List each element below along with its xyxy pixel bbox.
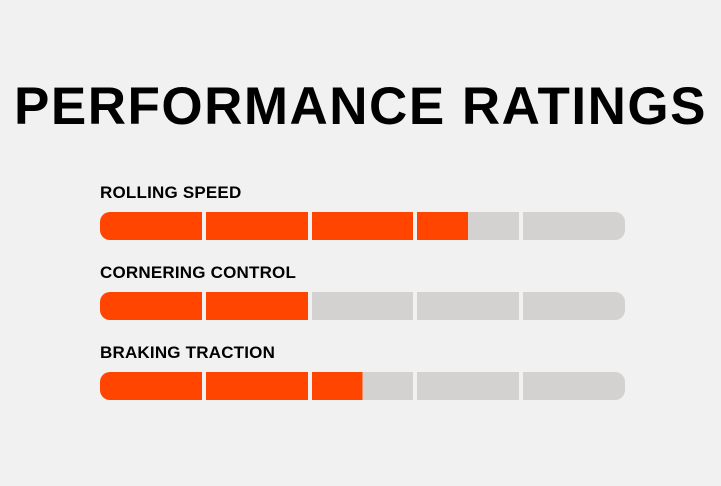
rating-bar	[100, 372, 625, 400]
rating-bar-segment	[100, 372, 202, 400]
rating-bar-segment	[205, 212, 308, 240]
page-title: PERFORMANCE RATINGS	[14, 77, 707, 136]
rating-bar-segment	[311, 372, 414, 400]
rating-bar-segment	[523, 372, 625, 400]
ratings-list: ROLLING SPEED CORNERING CONTROL BRAKING …	[100, 183, 625, 423]
rating-label: ROLLING SPEED	[100, 183, 242, 202]
rating-bar-segment	[311, 212, 414, 240]
rating-label: BRAKING TRACTION	[100, 343, 276, 362]
rating-bar-segment	[100, 292, 202, 320]
rating-bar	[100, 292, 625, 320]
rating-bar-segment	[205, 372, 308, 400]
rating-bar-segment	[100, 212, 202, 240]
rating-bar-segment	[417, 292, 520, 320]
rating-bar-segment	[417, 212, 520, 240]
rating-bar-segment	[311, 292, 414, 320]
rating-bar-segment	[205, 292, 308, 320]
rating-bar-segment	[523, 212, 625, 240]
rating-bar-segment	[523, 292, 625, 320]
rating-label: CORNERING CONTROL	[100, 263, 297, 282]
rating-row-1: ROLLING SPEED	[100, 183, 625, 240]
rating-bar	[100, 212, 625, 240]
rating-bar-segment	[417, 372, 520, 400]
rating-row-2: CORNERING CONTROL	[100, 263, 625, 320]
rating-row-3: BRAKING TRACTION	[100, 343, 625, 400]
